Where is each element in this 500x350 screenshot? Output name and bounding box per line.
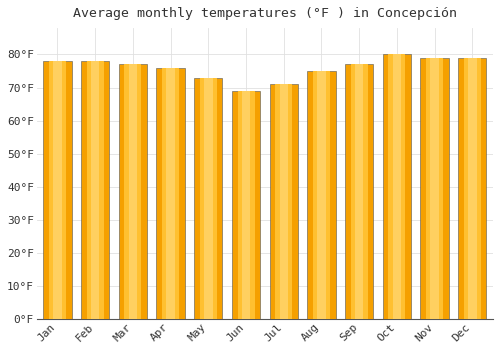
Bar: [420, 58, 448, 319]
Bar: [430, 58, 439, 319]
Bar: [238, 91, 254, 319]
Bar: [232, 91, 260, 319]
Bar: [128, 64, 137, 319]
Bar: [200, 78, 217, 319]
Bar: [382, 55, 411, 319]
Title: Average monthly temperatures (°F ) in Concepción: Average monthly temperatures (°F ) in Co…: [73, 7, 457, 20]
Bar: [86, 61, 104, 319]
Bar: [49, 61, 66, 319]
Bar: [270, 84, 298, 319]
Bar: [166, 68, 175, 319]
Bar: [194, 78, 222, 319]
Bar: [156, 68, 184, 319]
Bar: [345, 64, 374, 319]
Bar: [280, 84, 288, 319]
Bar: [355, 64, 364, 319]
Bar: [204, 78, 212, 319]
Bar: [91, 61, 100, 319]
Bar: [44, 61, 72, 319]
Bar: [388, 55, 406, 319]
Bar: [313, 71, 330, 319]
Bar: [276, 84, 292, 319]
Bar: [392, 55, 401, 319]
Bar: [350, 64, 368, 319]
Bar: [308, 71, 336, 319]
Bar: [464, 58, 481, 319]
Bar: [317, 71, 326, 319]
Bar: [124, 64, 142, 319]
Bar: [468, 58, 476, 319]
Bar: [458, 58, 486, 319]
Bar: [162, 68, 179, 319]
Bar: [53, 61, 62, 319]
Bar: [118, 64, 147, 319]
Bar: [426, 58, 443, 319]
Bar: [242, 91, 250, 319]
Bar: [81, 61, 110, 319]
